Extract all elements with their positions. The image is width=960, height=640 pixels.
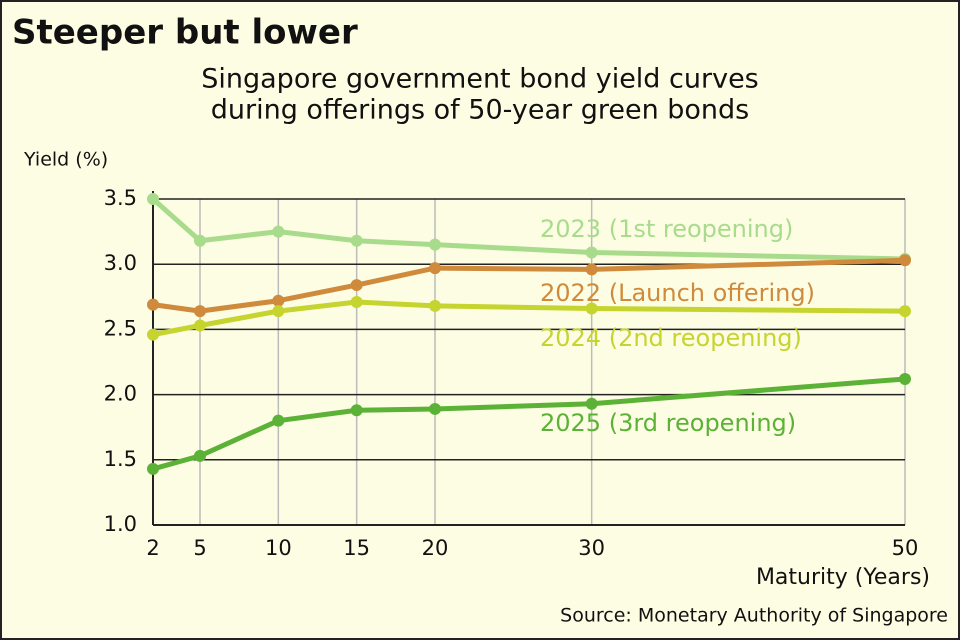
data-point bbox=[194, 234, 206, 247]
y-tick-label: 3.5 bbox=[104, 186, 137, 210]
data-point bbox=[194, 449, 206, 462]
data-point bbox=[194, 319, 206, 332]
data-point bbox=[272, 305, 285, 318]
y-tick-label: 1.5 bbox=[104, 447, 137, 471]
legend-label: 2022 (Launch offering) bbox=[540, 279, 815, 307]
chart-title: Steeper but lower bbox=[12, 13, 358, 53]
chart-subtitle: during offerings of 50-year green bonds bbox=[211, 95, 750, 126]
data-point bbox=[429, 299, 441, 312]
data-point bbox=[272, 225, 285, 238]
data-point bbox=[585, 246, 598, 259]
data-point bbox=[272, 414, 285, 427]
x-tick-label: 5 bbox=[193, 536, 206, 560]
data-point bbox=[350, 296, 363, 309]
x-tick-label: 2 bbox=[146, 536, 159, 560]
data-point bbox=[147, 328, 159, 341]
data-point bbox=[585, 302, 598, 315]
x-tick-label: 50 bbox=[892, 536, 919, 560]
x-axis-label: Maturity (Years) bbox=[756, 565, 930, 590]
data-point bbox=[147, 298, 159, 311]
y-tick-label: 2.0 bbox=[104, 382, 137, 406]
legend-label: 2023 (1st reopening) bbox=[540, 215, 793, 243]
data-point bbox=[899, 305, 911, 318]
legend-label: 2024 (2nd reopening) bbox=[540, 324, 802, 352]
data-point bbox=[350, 404, 363, 417]
source: Source: Monetary Authority of Singapore bbox=[560, 605, 948, 627]
y-axis-label: Yield (%) bbox=[23, 149, 108, 171]
y-tick-label: 3.0 bbox=[104, 251, 137, 275]
data-point bbox=[350, 234, 363, 247]
data-point bbox=[899, 372, 911, 385]
data-point bbox=[147, 462, 159, 475]
data-point bbox=[585, 263, 598, 276]
data-point bbox=[585, 397, 598, 410]
data-point bbox=[272, 294, 285, 307]
legend-label: 2025 (3rd reopening) bbox=[540, 409, 796, 437]
data-point bbox=[429, 262, 441, 275]
data-point bbox=[429, 402, 441, 415]
data-point bbox=[429, 238, 441, 251]
x-tick-label: 15 bbox=[343, 536, 370, 560]
chart-subtitle: Singapore government bond yield curves bbox=[201, 64, 759, 95]
data-point bbox=[147, 193, 159, 205]
data-point bbox=[194, 305, 206, 318]
data-point bbox=[899, 254, 911, 267]
y-tick-label: 2.5 bbox=[104, 316, 137, 340]
data-point bbox=[350, 279, 363, 292]
x-tick-label: 10 bbox=[265, 536, 292, 560]
x-tick-label: 20 bbox=[422, 536, 449, 560]
y-tick-label: 1.0 bbox=[104, 512, 137, 536]
x-tick-label: 30 bbox=[578, 536, 605, 560]
